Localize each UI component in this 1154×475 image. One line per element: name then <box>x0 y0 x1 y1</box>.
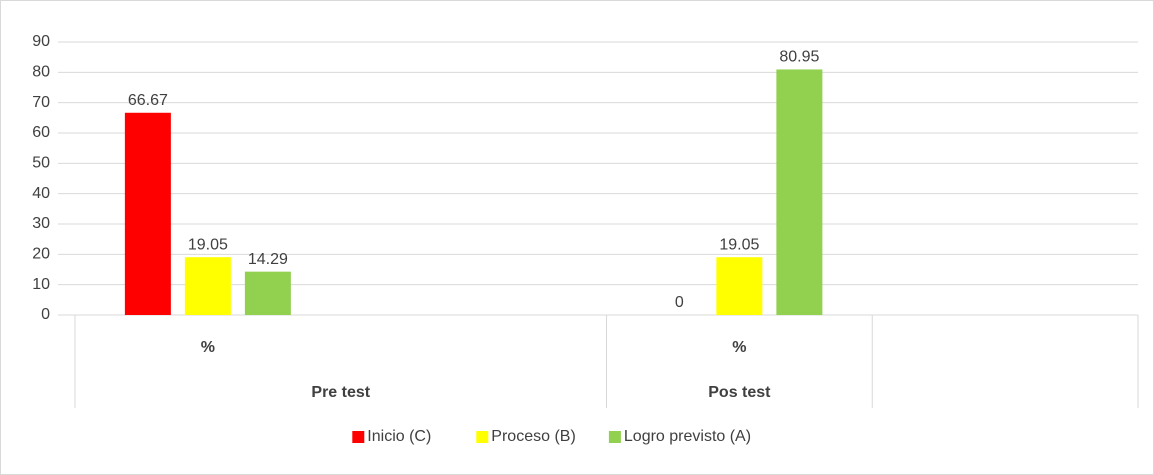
data-label: 19.05 <box>188 236 228 253</box>
legend-label: Inicio (C) <box>367 428 431 445</box>
y-tick-label: 70 <box>32 94 50 111</box>
y-tick-label: 90 <box>32 33 50 50</box>
y-tick-label: 50 <box>32 155 50 172</box>
group-label: Pre test <box>311 384 370 401</box>
legend-swatch <box>608 431 621 443</box>
y-tick-label: 10 <box>32 276 50 293</box>
bar <box>184 257 231 315</box>
y-tick-label: 0 <box>41 306 50 323</box>
data-label: 0 <box>675 294 684 311</box>
y-tick-label: 80 <box>32 64 50 81</box>
bar <box>244 271 291 315</box>
group-label: Pos test <box>708 384 771 401</box>
bar <box>716 257 763 315</box>
x-tick-label: % <box>201 339 215 356</box>
y-tick-label: 30 <box>32 215 50 232</box>
legend-label: Proceso (B) <box>491 428 575 445</box>
bar <box>776 69 823 316</box>
y-tick-label: 40 <box>32 185 50 202</box>
y-tick-label: 60 <box>32 124 50 141</box>
data-label: 80.95 <box>779 49 819 66</box>
data-label: 66.67 <box>128 92 168 109</box>
data-label: 19.05 <box>719 236 759 253</box>
bar <box>124 112 171 315</box>
legend-swatch <box>352 431 365 443</box>
x-tick-label: % <box>732 339 746 356</box>
data-label: 14.29 <box>248 251 288 268</box>
legend-swatch <box>476 431 489 443</box>
y-tick-label: 20 <box>32 246 50 263</box>
legend-label: Logro previsto (A) <box>624 428 751 445</box>
